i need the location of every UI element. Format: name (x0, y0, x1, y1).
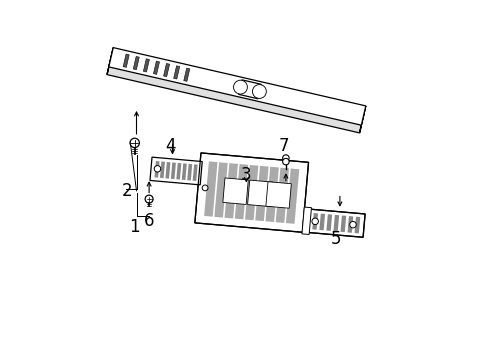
Polygon shape (325, 214, 331, 231)
Polygon shape (307, 209, 365, 237)
Text: 5: 5 (330, 230, 341, 248)
Polygon shape (312, 213, 317, 230)
Polygon shape (107, 48, 113, 75)
Circle shape (252, 85, 266, 98)
Polygon shape (173, 66, 180, 79)
Text: 1: 1 (129, 218, 140, 236)
Polygon shape (170, 162, 176, 179)
Polygon shape (340, 216, 346, 232)
Polygon shape (333, 215, 339, 231)
Circle shape (349, 221, 355, 228)
Polygon shape (163, 63, 169, 77)
Circle shape (202, 185, 207, 191)
Polygon shape (143, 59, 149, 72)
Polygon shape (133, 57, 139, 70)
Polygon shape (265, 167, 278, 222)
Polygon shape (187, 164, 192, 180)
Polygon shape (150, 157, 202, 185)
Circle shape (154, 166, 161, 172)
Polygon shape (182, 163, 186, 180)
Text: 6: 6 (143, 212, 154, 230)
Polygon shape (165, 162, 170, 179)
Polygon shape (123, 54, 129, 67)
Polygon shape (108, 48, 365, 125)
Circle shape (130, 138, 139, 148)
Text: 7: 7 (278, 137, 289, 155)
Polygon shape (214, 162, 227, 217)
Circle shape (233, 80, 247, 94)
Polygon shape (285, 168, 299, 224)
Polygon shape (319, 213, 325, 230)
Text: 2: 2 (122, 182, 133, 200)
Polygon shape (176, 163, 181, 180)
Circle shape (282, 155, 288, 161)
Text: 3: 3 (241, 166, 251, 184)
Circle shape (282, 158, 288, 165)
Polygon shape (359, 106, 365, 133)
Polygon shape (234, 164, 248, 219)
Polygon shape (154, 161, 159, 177)
Circle shape (145, 195, 153, 203)
Polygon shape (265, 182, 291, 208)
Polygon shape (192, 165, 197, 181)
Polygon shape (301, 207, 311, 234)
Polygon shape (275, 168, 288, 223)
Polygon shape (223, 178, 248, 204)
Polygon shape (194, 153, 308, 232)
Polygon shape (247, 180, 272, 207)
Polygon shape (224, 163, 238, 219)
Polygon shape (153, 61, 159, 75)
Polygon shape (244, 165, 258, 220)
Circle shape (311, 218, 318, 225)
Polygon shape (183, 68, 189, 81)
Polygon shape (238, 80, 261, 99)
Text: 4: 4 (165, 137, 176, 155)
Polygon shape (255, 166, 268, 221)
Polygon shape (203, 161, 217, 217)
Polygon shape (107, 55, 363, 133)
Polygon shape (347, 216, 352, 233)
Polygon shape (354, 217, 360, 233)
Polygon shape (160, 162, 164, 178)
